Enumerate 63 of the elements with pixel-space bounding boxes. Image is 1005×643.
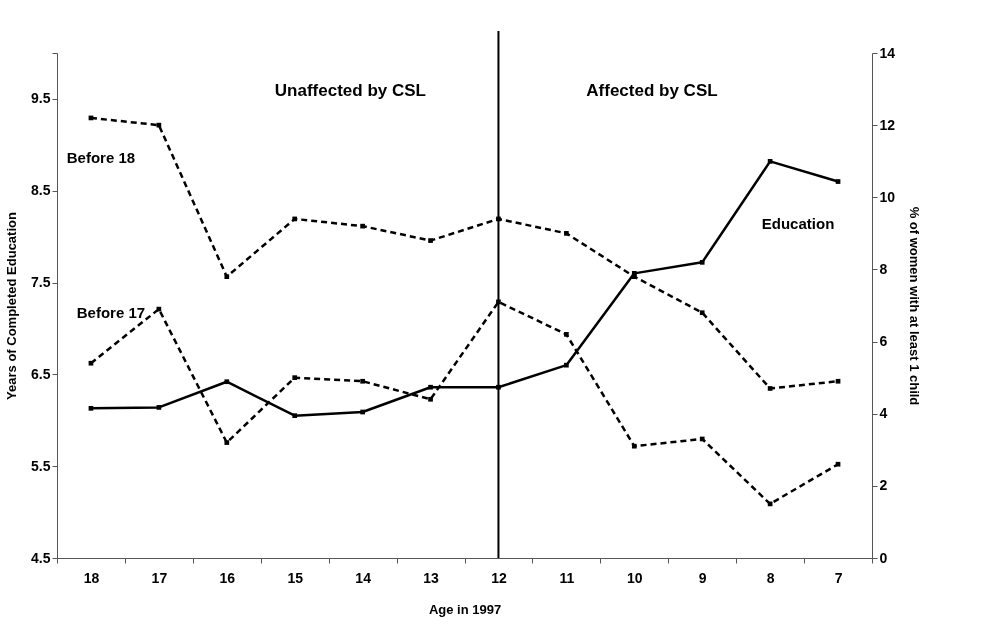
series-label: Before 18 xyxy=(66,148,136,166)
point xyxy=(224,274,230,279)
y2-tick-label: 4 xyxy=(879,405,888,422)
x-tick-label: 13 xyxy=(423,569,440,586)
annotation: Affected by CSL xyxy=(586,81,718,100)
point xyxy=(428,396,433,402)
x-tick-label: 7 xyxy=(834,569,843,586)
point xyxy=(292,375,298,380)
point xyxy=(496,216,501,222)
series-label: Education xyxy=(761,214,835,232)
point xyxy=(564,362,569,368)
point xyxy=(156,405,162,410)
point xyxy=(767,159,773,164)
x-tick-label: 11 xyxy=(559,569,575,586)
point xyxy=(631,443,637,449)
point xyxy=(496,299,501,305)
point xyxy=(564,332,569,337)
y-tick-label: 9.5 xyxy=(31,90,51,107)
y-tick-label: 7.5 xyxy=(31,274,51,291)
x-tick-label: 15 xyxy=(287,569,304,586)
y2-tick-label: 8 xyxy=(879,260,888,277)
point xyxy=(835,461,841,467)
point xyxy=(699,310,705,316)
point xyxy=(224,379,230,385)
point xyxy=(360,223,365,229)
point xyxy=(767,386,773,391)
point xyxy=(360,409,365,415)
series-label: Before 17 xyxy=(76,304,146,322)
point xyxy=(835,179,841,184)
x-tick-label: 14 xyxy=(355,569,372,586)
point xyxy=(564,231,569,236)
point xyxy=(292,216,298,222)
x-tick-label: 8 xyxy=(766,569,775,586)
y-tick-label: 4.5 xyxy=(31,549,51,566)
point xyxy=(428,384,433,390)
x-tick-label: 9 xyxy=(698,569,707,586)
point xyxy=(88,405,94,411)
point xyxy=(835,378,841,384)
y2-tick-label: 2 xyxy=(879,477,888,494)
annotation: Unaffected by CSL xyxy=(274,81,426,100)
point xyxy=(292,413,298,419)
point xyxy=(428,238,433,243)
x-tick-label: 16 xyxy=(219,569,236,586)
y2-tick-label: 10 xyxy=(879,188,896,205)
x-tick-label: 10 xyxy=(627,569,643,586)
y2-tick-label: 6 xyxy=(879,333,888,350)
y-tick-label: 6.5 xyxy=(31,365,51,382)
point xyxy=(699,260,705,265)
x-tick-label: 12 xyxy=(491,569,507,586)
y-tick-label: 8.5 xyxy=(31,182,51,199)
y-tick-label: 5.5 xyxy=(31,457,51,474)
point xyxy=(699,436,705,442)
x-tick-label: 18 xyxy=(83,569,100,586)
point xyxy=(88,360,94,366)
point xyxy=(224,440,230,445)
y2-tick-label: 12 xyxy=(879,116,896,133)
y2-axis-title: % of women with at least 1 child xyxy=(907,206,923,406)
y2-tick-label: 0 xyxy=(879,549,888,566)
x-tick-label: 17 xyxy=(151,569,168,586)
y-axis-title: Years of Completed Education xyxy=(4,212,20,400)
point xyxy=(360,378,365,384)
y2-tick-label: 14 xyxy=(879,44,896,61)
x-axis-title: Age in 1997 xyxy=(428,601,502,617)
